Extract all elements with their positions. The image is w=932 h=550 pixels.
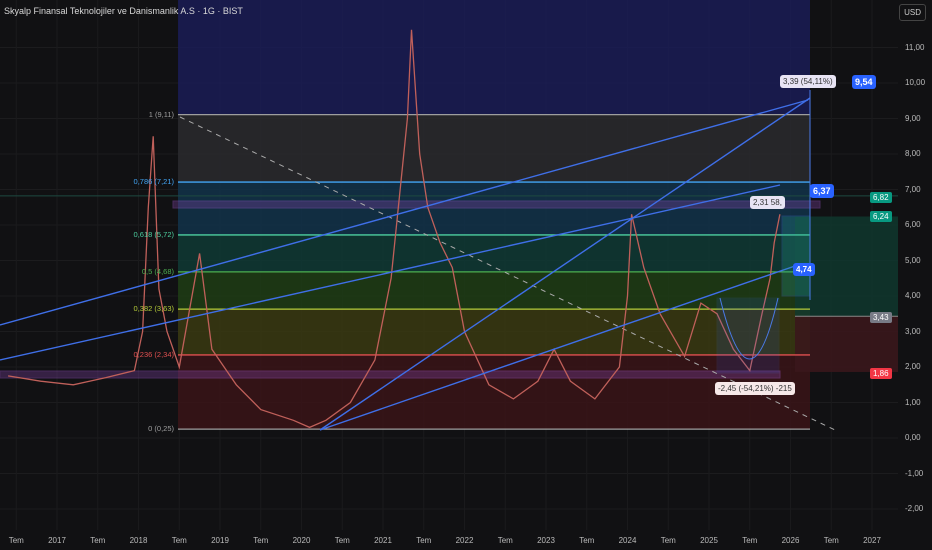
symbol-title[interactable]: Skyalp Finansal Teknolojiler ve Danisman…: [4, 6, 243, 16]
trendline: [319, 265, 796, 431]
x-tick-label: 2026: [781, 536, 800, 545]
fib-level-label: 0,786 (7,21): [133, 177, 174, 187]
y-tick-label: 4,00: [905, 291, 921, 300]
price-series: [7, 29, 781, 429]
x-tick-label: 2021: [374, 536, 392, 545]
y-tick-label: 2,00: [905, 362, 921, 371]
fib-level-label: 0 (0,25): [148, 424, 174, 434]
x-tick-label: Tem: [253, 536, 269, 545]
fib-zone: [178, 309, 810, 355]
drop-info-label: -2,45 (-54,21%) -215: [715, 382, 795, 395]
target-label: 9,54: [852, 75, 876, 89]
x-tick-label: Tem: [90, 536, 106, 545]
x-tick-label: 2018: [129, 536, 148, 545]
resistance-box: [172, 200, 821, 209]
x-tick-label: Tem: [742, 536, 758, 545]
y-tick-label: 3,00: [905, 326, 921, 336]
y-tick-label: 9,00: [905, 113, 921, 123]
y-tick-label: 11,00: [905, 42, 925, 52]
price-tag: 6,24: [870, 211, 892, 222]
x-tick-label: Tem: [660, 536, 676, 545]
fib-zone: [178, 234, 810, 272]
y-tick-label: 10,00: [905, 78, 926, 87]
x-tick-label: Tem: [171, 536, 187, 545]
fib-zone: [178, 271, 810, 310]
fib-level-label: 0,618 (5,72): [133, 229, 174, 239]
fib-zone: [178, 114, 810, 183]
fib-level-label: 0,5 (4,68): [141, 266, 174, 276]
trendline: [319, 97, 811, 431]
x-tick-label: 2025: [700, 536, 718, 545]
y-tick-label: 8,00: [905, 149, 921, 158]
target-info-label: 2,31 58,: [750, 196, 785, 209]
target-info-label: 3,39 (54,11%): [780, 75, 836, 88]
y-tick-label: 1,00: [905, 397, 921, 407]
x-tick-label: 2017: [48, 536, 66, 545]
x-tick-label: Tem: [416, 536, 432, 545]
fib-level-label: 0,236 (2,34): [133, 349, 174, 359]
y-tick-label: -2,00: [905, 504, 924, 513]
price-tag: 1,86: [870, 368, 892, 379]
x-tick-label: 2020: [292, 536, 311, 545]
dashed-trendline: [179, 116, 836, 431]
fib-extension-zone: [178, 0, 810, 115]
price-tag: 3,43: [870, 312, 892, 323]
position-loss-zone: [795, 316, 898, 372]
currency-button[interactable]: USD: [899, 4, 926, 21]
y-tick-label: 0,00: [905, 433, 921, 442]
x-tick-label: 2023: [537, 536, 555, 545]
measure-box: [781, 215, 811, 297]
y-tick-label: 5,00: [905, 255, 921, 265]
x-tick-label: Tem: [823, 536, 839, 545]
support-box: [0, 370, 781, 379]
trendline: [0, 99, 809, 326]
x-tick-label: 2027: [863, 536, 881, 545]
y-tick-label: 6,00: [905, 220, 921, 229]
x-tick-label: Tem: [334, 536, 350, 545]
fib-zone: [178, 182, 810, 235]
x-tick-label: Tem: [579, 536, 595, 545]
x-tick-label: Tem: [8, 536, 24, 545]
trendline: [0, 184, 781, 361]
target-label: 6,37: [810, 184, 834, 198]
y-tick-label: -1,00: [905, 468, 924, 478]
measure-box: [716, 297, 780, 374]
price-tag: 6,82: [870, 192, 892, 203]
x-tick-label: 2019: [211, 536, 229, 545]
fib-level-label: 1 (9,11): [148, 109, 174, 119]
fib-level-label: 0,382 (3,63): [133, 304, 174, 314]
x-tick-label: 2024: [618, 536, 637, 545]
cup-arc: [719, 297, 779, 360]
x-tick-label: Tem: [497, 536, 513, 545]
y-tick-label: 7,00: [905, 184, 921, 194]
x-tick-label: 2022: [455, 536, 474, 545]
level-label: 4,74: [793, 263, 815, 276]
